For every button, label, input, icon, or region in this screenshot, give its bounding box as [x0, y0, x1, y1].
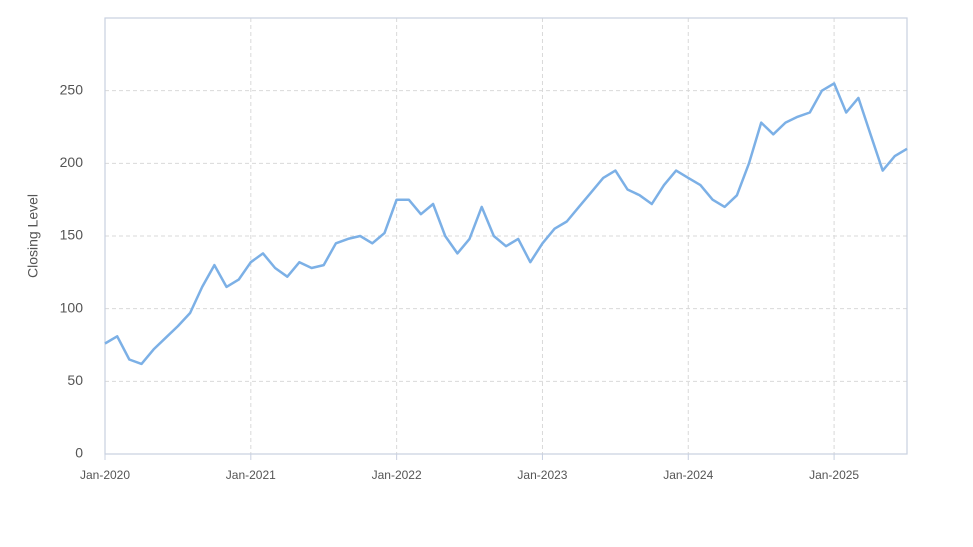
- y-tick-label: 250: [60, 81, 84, 97]
- y-tick-label: 100: [60, 299, 84, 315]
- y-axis-label: Closing Level: [25, 194, 41, 278]
- y-tick-label: 0: [75, 445, 83, 461]
- y-tick-label: 150: [60, 227, 84, 243]
- data-line: [104, 82, 908, 366]
- y-tick-label: 50: [67, 372, 83, 388]
- x-tick-label: Jan-2023: [517, 468, 567, 482]
- x-tick-label: Jan-2021: [226, 468, 276, 482]
- x-tick-label: Jan-2024: [663, 468, 713, 482]
- plot-frame: [104, 17, 908, 455]
- x-tick-label: Jan-2020: [80, 468, 130, 482]
- x-tick-label: Jan-2025: [809, 468, 859, 482]
- y-tick-label: 200: [60, 154, 84, 170]
- x-tick-label: Jan-2022: [372, 468, 422, 482]
